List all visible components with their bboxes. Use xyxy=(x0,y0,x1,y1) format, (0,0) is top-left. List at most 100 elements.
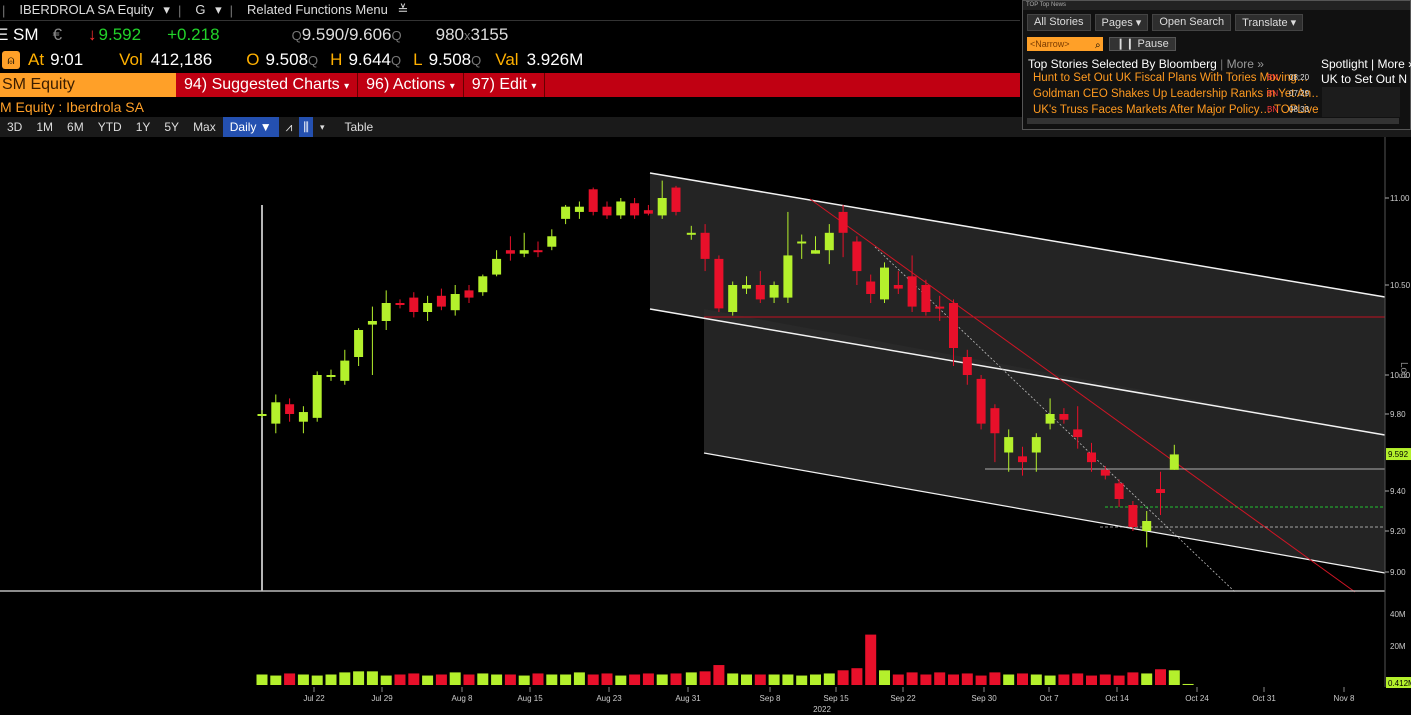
search-icon[interactable]: ⌕ xyxy=(1095,40,1101,51)
candle-body xyxy=(755,285,765,300)
at-label: At xyxy=(28,50,45,69)
candle-body xyxy=(976,378,986,424)
volume-bar xyxy=(851,668,863,685)
period-6m[interactable]: 6M xyxy=(67,120,84,134)
price-chart[interactable]: 11.00 10.50 10.00 9.80 9.40 9.20 9.00 9.592 40M 2… xyxy=(0,137,1411,715)
candle-body xyxy=(340,360,350,381)
candle-body xyxy=(962,357,972,375)
g-menu[interactable]: G ▾ xyxy=(195,2,222,17)
line-chart-icon[interactable]: ⩘ xyxy=(285,120,293,134)
headline-2[interactable]: Goldman CEO Shakes Up Leadership Ranks i… xyxy=(1033,88,1318,100)
volume-bar xyxy=(408,673,420,685)
candle-body xyxy=(519,250,529,254)
volume-bar xyxy=(685,672,697,685)
candle-body xyxy=(561,206,571,219)
spotlight-header[interactable]: Spotlight | More » xyxy=(1321,57,1411,71)
y-tick-label: 9.80 xyxy=(1390,410,1406,419)
open-search-tab[interactable]: Open Search xyxy=(1152,14,1232,31)
candle-body xyxy=(409,297,419,312)
exchange-code: E SM xyxy=(0,25,39,44)
candle-body xyxy=(464,290,474,298)
last-price-label: 9.592 xyxy=(1388,450,1409,459)
security-field[interactable]: SM Equity xyxy=(0,73,176,97)
candle-body xyxy=(1059,414,1069,420)
narrow-search-input[interactable]: <Narrow> xyxy=(1027,37,1103,51)
period-max[interactable]: Max xyxy=(193,120,216,134)
volume-bar xyxy=(297,674,309,685)
x-tick-label: Sep 15 xyxy=(823,694,849,703)
spotlight-thumbnail[interactable] xyxy=(1322,87,1400,117)
candle-body xyxy=(769,285,779,298)
pause-button[interactable]: ❙❙ Pause xyxy=(1109,37,1176,51)
bloomberg-icon[interactable]: ⍝ xyxy=(2,51,20,69)
x-tick-label: Nov 8 xyxy=(1334,694,1355,703)
volume-bar xyxy=(1086,675,1097,685)
news-scrollbar[interactable] xyxy=(1027,118,1399,124)
candle-body xyxy=(271,402,281,424)
candle-chart-icon[interactable]: ⫼ xyxy=(299,117,313,137)
candle-body xyxy=(478,276,488,293)
related-functions-menu[interactable]: Related Functions Menu ≚ xyxy=(246,2,409,17)
volume-bar xyxy=(532,673,544,685)
volume-bar xyxy=(573,672,585,685)
down-arrow-icon: ↓ xyxy=(88,25,97,44)
chart-type-dropdown-icon[interactable]: ▾ xyxy=(319,122,325,132)
open-price: 9.508 xyxy=(265,50,309,69)
suggested-charts-button[interactable]: 94) Suggested Charts ▾ xyxy=(176,73,359,97)
volume-bar xyxy=(741,674,752,685)
all-stories-tab[interactable]: All Stories xyxy=(1027,14,1091,31)
candle-body xyxy=(1045,414,1055,424)
candle-body xyxy=(1156,489,1165,493)
volume-bar xyxy=(615,675,627,685)
candle-body xyxy=(1169,454,1179,470)
headline-3[interactable]: UK's Truss Faces Markets After Major Pol… xyxy=(1033,104,1318,116)
volume-bar xyxy=(546,674,558,685)
actions-button[interactable]: 96) Actions ▾ xyxy=(358,73,464,97)
candle-body xyxy=(1128,505,1138,527)
x-tick-label: Aug 31 xyxy=(675,694,701,703)
candle-body xyxy=(783,255,793,298)
y-tick-label: 9.20 xyxy=(1390,527,1406,536)
y-tick-label: 9.40 xyxy=(1390,487,1406,496)
volume-bar xyxy=(892,674,904,685)
candle-body xyxy=(643,210,653,214)
period-1m[interactable]: 1M xyxy=(36,120,54,134)
volume-bar xyxy=(1072,673,1084,685)
volume-bar xyxy=(754,674,766,685)
x-tick-label: Oct 31 xyxy=(1252,694,1276,703)
translate-tab[interactable]: Translate ▾ xyxy=(1235,14,1304,31)
table-button[interactable]: Table xyxy=(344,120,374,134)
period-5y[interactable]: 5Y xyxy=(164,120,180,134)
candle-body xyxy=(686,232,696,235)
candle-body xyxy=(742,285,751,289)
y-tick-label: 9.00 xyxy=(1390,568,1406,577)
candle-body xyxy=(797,241,807,244)
volume-bar xyxy=(713,665,725,685)
volume-bar xyxy=(920,674,932,685)
volume-bar xyxy=(422,675,434,685)
y-tick-label: 10.00 xyxy=(1390,371,1411,380)
x-tick-label: Sep 8 xyxy=(760,694,781,703)
volume-bar xyxy=(394,674,406,685)
pages-tab[interactable]: Pages ▾ xyxy=(1094,14,1149,31)
candle-body xyxy=(657,198,667,216)
x-tick-label: Aug 8 xyxy=(452,694,473,703)
edit-button[interactable]: 97) Edit ▾ xyxy=(464,73,546,97)
period-1y[interactable]: 1Y xyxy=(135,120,151,134)
security-title-menu[interactable]: IBERDROLA SA Equity ▾ xyxy=(19,2,170,17)
headline-1[interactable]: Hunt to Set Out UK Fiscal Plans With Tor… xyxy=(1033,72,1310,84)
frequency-dropdown[interactable]: Daily ▼ xyxy=(222,117,279,137)
x-tick-label: Oct 14 xyxy=(1105,694,1129,703)
candle-body xyxy=(700,232,710,259)
more-link[interactable]: More » xyxy=(1226,57,1264,71)
period-ytd[interactable]: YTD xyxy=(97,120,122,134)
candle-body xyxy=(602,206,612,216)
currency: € xyxy=(52,25,63,44)
candle-body xyxy=(450,294,460,311)
spotlight-story[interactable]: UK to Set Out New xyxy=(1321,72,1407,86)
period-3d[interactable]: 3D xyxy=(7,120,23,134)
candle-body xyxy=(990,408,1000,434)
function-menubar: SM Equity 94) Suggested Charts ▾ 96) Act… xyxy=(0,73,1020,97)
news-title-bar: TOP Top News xyxy=(1023,1,1410,10)
traded-value: 3.926M xyxy=(526,50,584,69)
